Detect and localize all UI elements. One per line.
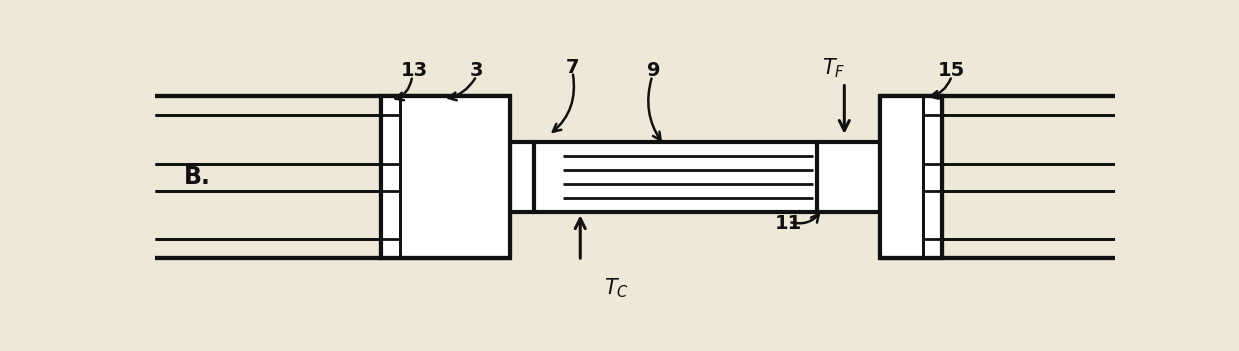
Bar [818, 142, 880, 212]
Text: 13: 13 [400, 61, 427, 80]
Bar [383, 97, 508, 258]
Bar [882, 97, 940, 258]
Text: $T_F$: $T_F$ [823, 56, 845, 80]
Bar [380, 96, 510, 258]
Text: 9: 9 [648, 61, 660, 80]
Bar [380, 96, 510, 258]
Text: 3: 3 [470, 61, 483, 80]
Text: 7: 7 [566, 58, 580, 77]
Bar [880, 96, 943, 258]
Bar [880, 96, 943, 258]
Bar [534, 142, 818, 212]
Text: $T_C$: $T_C$ [605, 276, 629, 300]
Text: 15: 15 [938, 61, 965, 80]
Bar [510, 142, 534, 212]
Text: 11: 11 [776, 214, 802, 233]
Text: B.: B. [183, 165, 211, 189]
Bar [155, 97, 380, 258]
